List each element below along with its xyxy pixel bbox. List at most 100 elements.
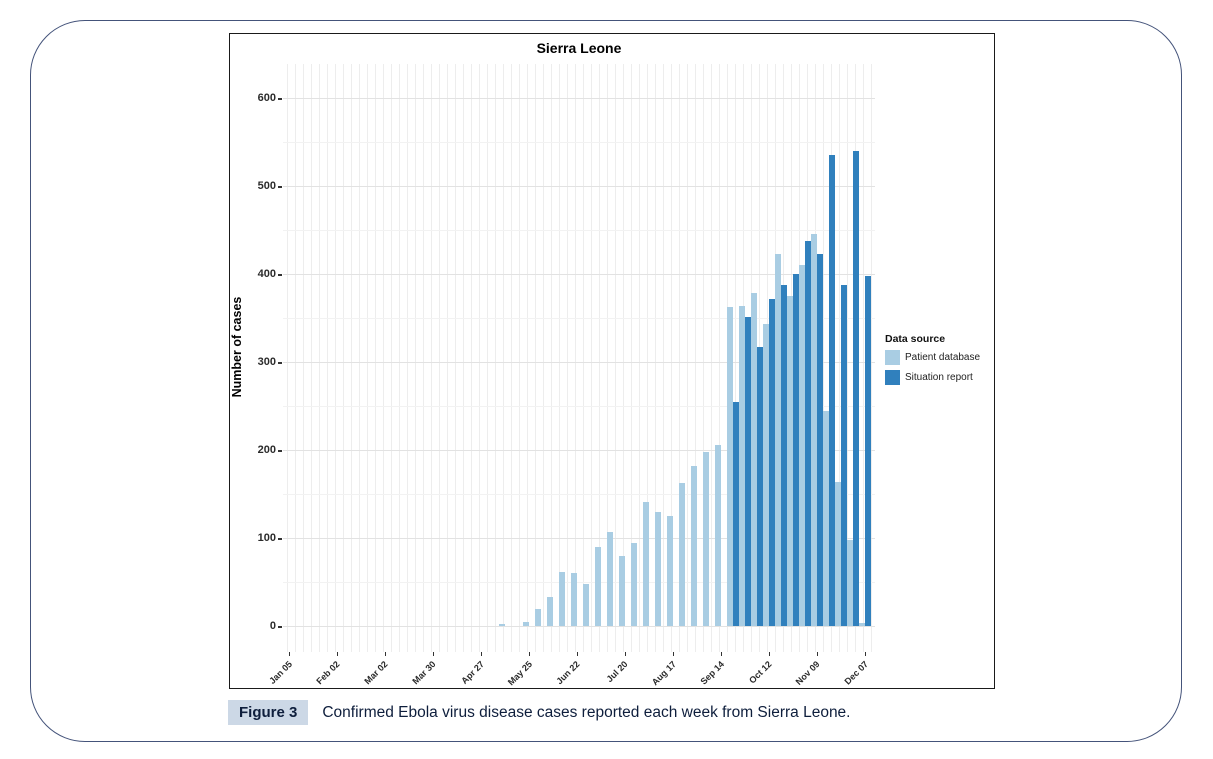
y-tick-mark <box>278 450 282 452</box>
vertical-gridline <box>823 64 824 652</box>
bar-patient-database-Jun-08 <box>547 596 553 626</box>
legend-item-patient-database: Patient database <box>885 350 995 365</box>
chart-title: Sierra Leone <box>536 40 622 56</box>
bar-patient-database-Nov-16 <box>823 411 829 626</box>
x-tick-mark <box>768 652 770 656</box>
x-tick-mark <box>624 652 626 656</box>
vertical-gridline <box>639 64 640 652</box>
bar-patient-database-May-11 <box>499 624 505 626</box>
y-tick-label: 300 <box>257 355 276 368</box>
x-tick-label: Apr 27 <box>459 659 487 686</box>
vertical-gridline <box>871 64 872 652</box>
vertical-gridline <box>559 64 560 652</box>
vertical-gridline <box>383 64 384 652</box>
bar-patient-database-Jul-13 <box>607 531 613 626</box>
vertical-gridline <box>463 64 464 652</box>
bar-patient-database-Sep-28 <box>739 305 745 626</box>
vertical-gridline <box>487 64 488 652</box>
vertical-gridline <box>839 64 840 652</box>
bar-patient-database-Sep-21 <box>727 306 733 626</box>
x-tick-mark <box>384 652 386 656</box>
bar-situation-report-Sep-28 <box>745 317 751 626</box>
y-tick-mark <box>278 98 282 100</box>
horizontal-gridline <box>283 362 875 363</box>
vertical-gridline <box>567 64 568 652</box>
vertical-gridline <box>479 64 480 652</box>
legend-label: Situation report <box>905 372 973 383</box>
vertical-gridline <box>287 64 288 652</box>
horizontal-gridline <box>283 142 875 143</box>
vertical-gridline <box>623 64 624 652</box>
vertical-gridline <box>671 64 672 652</box>
legend-item-situation-report: Situation report <box>885 370 995 385</box>
x-tick-label: May 25 <box>505 659 535 688</box>
vertical-gridline <box>335 64 336 652</box>
vertical-gridline <box>407 64 408 652</box>
bar-situation-report-Oct-05 <box>757 347 763 626</box>
vertical-gridline <box>607 64 608 652</box>
x-tick-mark <box>528 652 530 656</box>
legend: Data source Patient database Situation r… <box>885 333 995 390</box>
bar-patient-database-Jun-15 <box>559 572 565 626</box>
vertical-gridline <box>535 64 536 652</box>
y-tick-label: 400 <box>257 267 276 280</box>
vertical-gridline <box>543 64 544 652</box>
bar-patient-database-Jun-22 <box>571 573 577 626</box>
y-tick-label: 600 <box>257 91 276 104</box>
figure-caption: Figure 3 Confirmed Ebola virus disease c… <box>228 700 851 725</box>
y-axis-title: Number of cases <box>230 296 244 398</box>
bar-patient-database-Nov-09 <box>811 234 817 626</box>
vertical-gridline <box>719 64 720 652</box>
x-tick-mark <box>576 652 578 656</box>
horizontal-gridline <box>283 582 875 583</box>
y-tick-label: 100 <box>257 531 276 544</box>
x-tick-label: Jun 22 <box>554 659 583 687</box>
vertical-gridline <box>527 64 528 652</box>
vertical-gridline <box>711 64 712 652</box>
vertical-gridline <box>399 64 400 652</box>
y-tick-mark <box>278 626 282 628</box>
vertical-gridline <box>591 64 592 652</box>
vertical-gridline <box>679 64 680 652</box>
bar-patient-database-Oct-26 <box>787 296 793 626</box>
bar-situation-report-Nov-23 <box>841 285 847 626</box>
vertical-gridline <box>351 64 352 652</box>
bar-situation-report-Sep-21 <box>733 401 739 626</box>
plot-panel <box>283 64 875 652</box>
x-tick-label: Nov 09 <box>794 659 823 687</box>
vertical-gridline <box>415 64 416 652</box>
vertical-gridline <box>431 64 432 652</box>
vertical-gridline <box>735 64 736 652</box>
horizontal-gridline <box>283 98 875 99</box>
bar-patient-database-Dec-07 <box>859 623 865 626</box>
vertical-gridline <box>551 64 552 652</box>
bar-patient-database-Aug-10 <box>655 512 661 626</box>
bar-patient-database-Nov-30 <box>847 539 853 626</box>
bar-situation-report-Oct-12 <box>769 298 775 626</box>
horizontal-gridline <box>283 230 875 231</box>
bar-situation-report-Nov-09 <box>817 253 823 626</box>
figure-caption-tag: Figure 3 <box>228 700 309 725</box>
vertical-gridline <box>343 64 344 652</box>
legend-swatch-patient-database <box>885 350 900 365</box>
y-tick-mark <box>278 274 282 276</box>
y-tick-mark <box>278 186 282 188</box>
legend-title: Data source <box>885 333 946 345</box>
horizontal-gridline <box>283 494 875 495</box>
x-tick-label: Feb 02 <box>314 659 343 687</box>
x-tick-label: Aug 17 <box>649 659 679 688</box>
bar-patient-database-Jul-27 <box>631 543 637 626</box>
bar-situation-report-Nov-16 <box>829 155 835 626</box>
vertical-gridline <box>863 64 864 652</box>
x-tick-mark <box>432 652 434 656</box>
bar-patient-database-Jul-20 <box>619 555 625 626</box>
vertical-gridline <box>367 64 368 652</box>
vertical-gridline <box>303 64 304 652</box>
vertical-gridline <box>599 64 600 652</box>
vertical-gridline <box>631 64 632 652</box>
vertical-gridline <box>319 64 320 652</box>
bar-patient-database-Aug-31 <box>691 465 697 626</box>
horizontal-gridline <box>283 626 875 627</box>
bar-patient-database-Oct-19 <box>775 253 781 626</box>
x-tick-label: Mar 30 <box>410 659 439 687</box>
